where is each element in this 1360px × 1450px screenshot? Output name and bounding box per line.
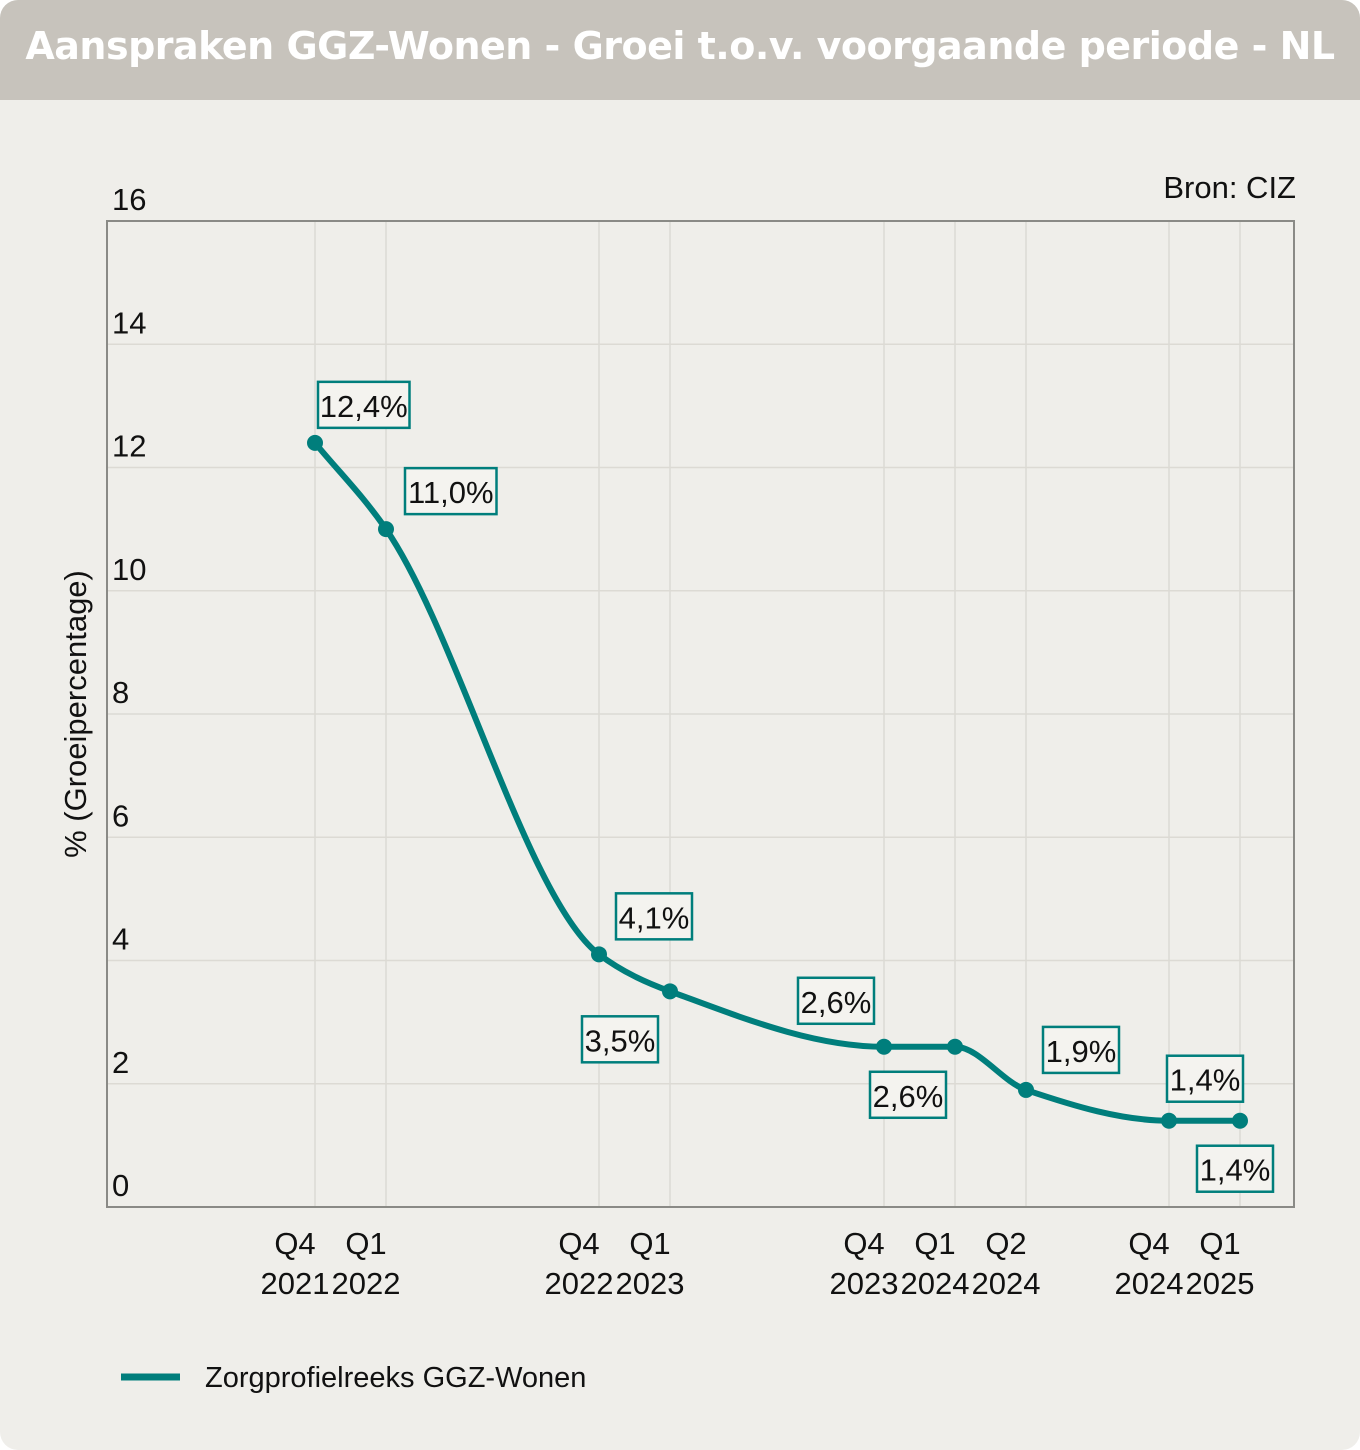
data-label-box	[403, 466, 498, 516]
data-label-box	[1195, 1144, 1275, 1193]
data-label: 2,6%	[796, 976, 876, 1026]
data-point	[876, 1038, 892, 1055]
data-label-text: 2,6%	[801, 985, 872, 1020]
y-tick-labels: 0 2 4 6 8 10 12 14 16	[112, 182, 146, 1203]
series-zorgprofielreeks	[307, 434, 1248, 1129]
y-tick-label: 16	[112, 182, 146, 217]
x-tick-label: Q4 2024	[1115, 1226, 1184, 1301]
data-point	[1161, 1112, 1177, 1129]
data-point	[1018, 1081, 1034, 1098]
x-tick-label: Q1 2025	[1186, 1226, 1255, 1301]
y-tick-label: 4	[112, 922, 129, 957]
data-point	[1232, 1112, 1248, 1129]
data-label: 2,6%	[868, 1070, 948, 1120]
data-label: 4,1%	[614, 892, 694, 941]
title-bar: Aanspraken GGZ-Wonen - Groei t.o.v. voor…	[0, 0, 1360, 100]
x-tick-label: Q4 2022	[545, 1226, 614, 1301]
data-point	[591, 946, 607, 963]
x-tick-label: Q4 2023	[830, 1226, 899, 1301]
y-tick-label: 6	[112, 798, 129, 833]
data-label-box	[796, 976, 876, 1026]
data-label: 1,4%	[1165, 1054, 1245, 1103]
chart-title: Aanspraken GGZ-Wonen - Groei t.o.v. voor…	[25, 24, 1335, 68]
axes	[106, 220, 1295, 1208]
data-label-text: 11,0%	[408, 475, 494, 510]
data-point	[307, 434, 323, 451]
data-label-text: 1,9%	[1046, 1034, 1117, 1069]
legend-label: Zorgprofielreeks GGZ-Wonen	[205, 1362, 586, 1394]
data-label-text: 3,5%	[585, 1023, 656, 1058]
data-label-box	[614, 892, 694, 941]
legend: Zorgprofielreeks GGZ-Wonen	[121, 1362, 586, 1394]
data-label: 12,4%	[316, 380, 411, 430]
data-label-text: 2,6%	[873, 1079, 944, 1114]
data-label-box	[316, 380, 411, 430]
source-label: Bron: CIZ	[1163, 170, 1296, 205]
series-line	[312, 439, 1243, 1124]
grid-lines	[107, 221, 1294, 1207]
data-label-text: 1,4%	[1170, 1063, 1241, 1098]
data-point	[378, 521, 394, 538]
data-label-box	[1165, 1054, 1245, 1103]
y-axis-label: % (Groeipercentage)	[58, 570, 93, 858]
data-label: 3,5%	[580, 1015, 660, 1064]
data-labels: 12,4% 11,0% 4,1% 3,5% 2,6% 2,6% 1,9% 1,4% 1,4%	[316, 380, 1275, 1193]
y-tick-label: 14	[112, 305, 146, 340]
x-tick-label: Q1 2022	[332, 1226, 401, 1301]
data-label-box	[580, 1015, 660, 1064]
data-point	[947, 1038, 963, 1055]
y-tick-label: 10	[112, 552, 146, 587]
data-label: 1,9%	[1041, 1025, 1121, 1075]
data-label-text: 1,4%	[1200, 1153, 1271, 1188]
x-tick-label: Q1 2024	[901, 1226, 970, 1301]
y-tick-label: 12	[112, 429, 146, 464]
data-label-text: 12,4%	[320, 389, 408, 424]
data-label-box	[1041, 1025, 1121, 1075]
x-tick-label: Q1 2023	[616, 1226, 685, 1301]
data-label-text: 4,1%	[619, 900, 690, 935]
plot-frame	[106, 220, 1295, 1208]
y-tick-label: 0	[112, 1168, 129, 1203]
data-label: 1,4%	[1195, 1144, 1275, 1193]
data-label: 11,0%	[403, 466, 498, 516]
x-tick-label: Q2 2024	[972, 1226, 1041, 1301]
data-point	[662, 983, 678, 1000]
y-tick-label: 2	[112, 1045, 129, 1080]
x-tick-label: Q4 2021	[261, 1226, 330, 1301]
y-tick-label: 8	[112, 675, 129, 710]
data-label-box	[868, 1070, 948, 1120]
